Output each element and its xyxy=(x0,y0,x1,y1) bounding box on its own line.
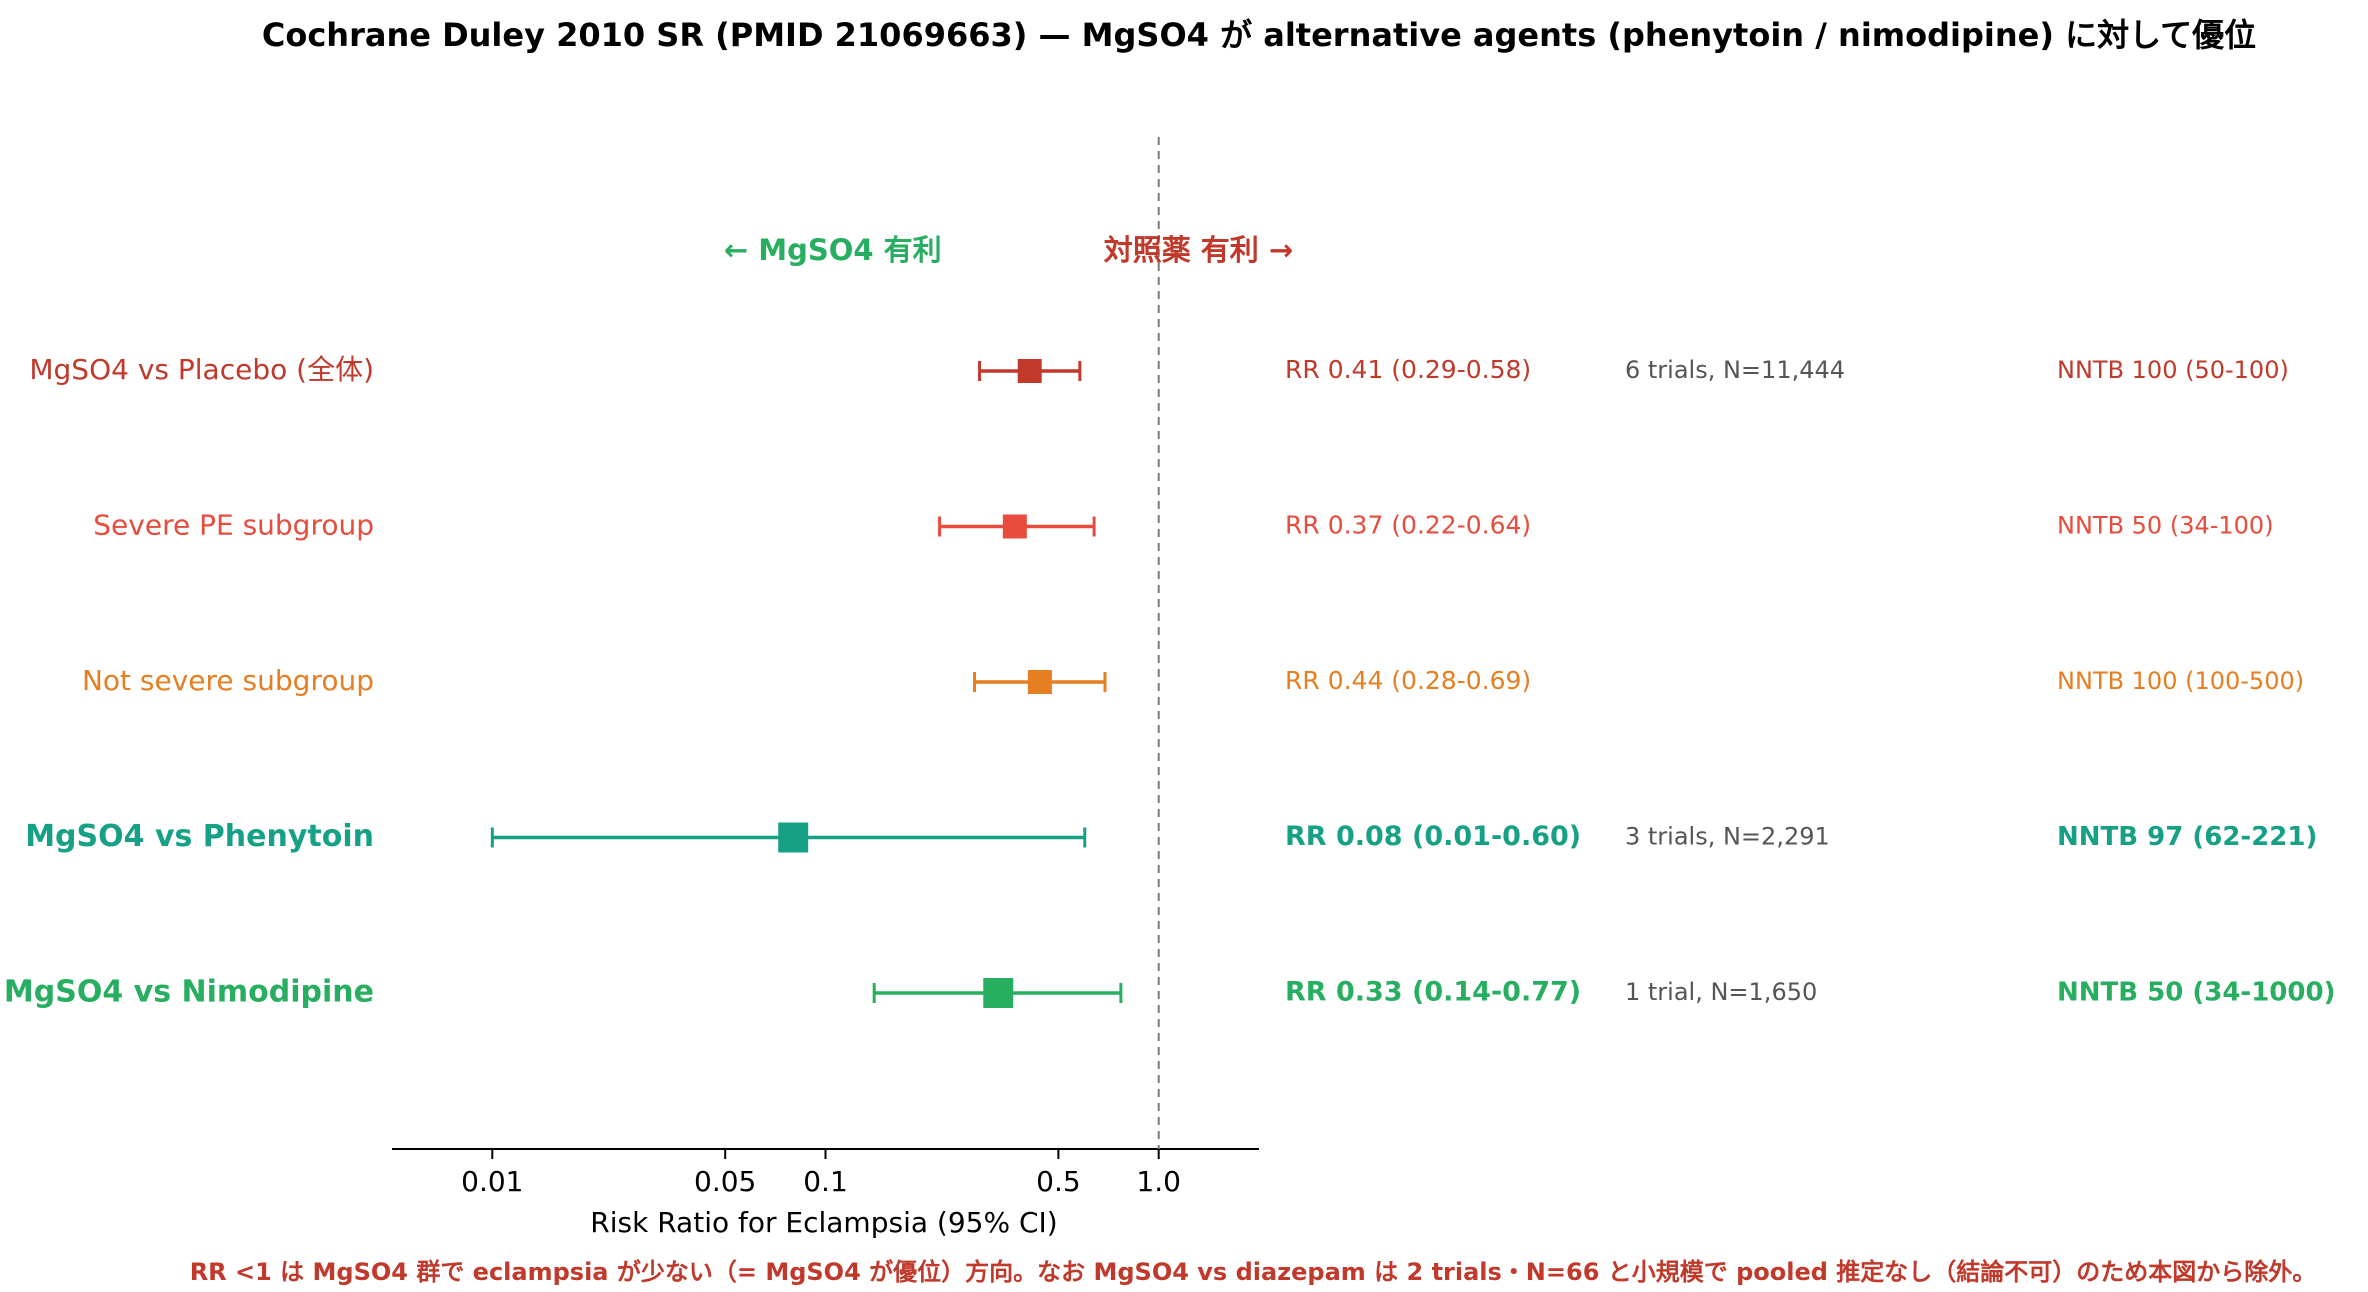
row-label: MgSO4 vs Phenytoin xyxy=(25,819,374,854)
favors-right: 対照薬 有利 → xyxy=(1104,233,1294,267)
rr-label: RR 0.41 (0.29-0.58) xyxy=(1285,355,1531,384)
row-label: Severe PE subgroup xyxy=(93,509,374,542)
rr-label: RR 0.33 (0.14-0.77) xyxy=(1285,977,1581,1008)
point-estimate xyxy=(778,822,809,853)
nntb-label: NNTB 100 (100-500) xyxy=(2057,667,2304,695)
point-estimate xyxy=(1002,514,1027,539)
point-estimate xyxy=(983,978,1014,1008)
rr-label: RR 0.37 (0.22-0.64) xyxy=(1285,511,1531,540)
nntb-label: NNTB 100 (50-100) xyxy=(2057,356,2289,384)
rr-label: RR 0.44 (0.28-0.69) xyxy=(1285,666,1531,695)
x-tick-label: 1.0 xyxy=(1136,1165,1181,1198)
x-tick-label: 0.01 xyxy=(461,1165,523,1198)
nntb-label: NNTB 50 (34-100) xyxy=(2057,512,2274,540)
footnote: RR <1 は MgSO4 群で eclampsia が少ない（= MgSO4 … xyxy=(190,1258,2317,1286)
trials-label: 6 trials, N=11,444 xyxy=(1625,356,1845,384)
nntb-label: NNTB 50 (34-1000) xyxy=(2057,978,2335,1008)
x-tick-label: 0.5 xyxy=(1036,1165,1081,1198)
point-estimate xyxy=(1027,670,1052,694)
row-label: MgSO4 vs Placebo (全体) xyxy=(29,353,374,386)
favors-left: ← MgSO4 有利 xyxy=(724,233,942,267)
row-label: Not severe subgroup xyxy=(82,664,374,697)
nntb-label: NNTB 97 (62-221) xyxy=(2057,822,2317,852)
row-label: MgSO4 vs Nimodipine xyxy=(4,975,374,1010)
trials-label: 1 trial, N=1,650 xyxy=(1625,978,1817,1006)
chart-title: Cochrane Duley 2010 SR (PMID 21069663) —… xyxy=(262,16,2256,54)
x-tick-label: 0.1 xyxy=(803,1165,848,1198)
x-tick-label: 0.05 xyxy=(694,1165,756,1198)
trials-label: 3 trials, N=2,291 xyxy=(1625,823,1830,851)
rr-label: RR 0.08 (0.01-0.60) xyxy=(1285,821,1581,852)
point-estimate xyxy=(1017,359,1042,383)
x-axis-label: Risk Ratio for Eclampsia (95% CI) xyxy=(590,1206,1057,1239)
